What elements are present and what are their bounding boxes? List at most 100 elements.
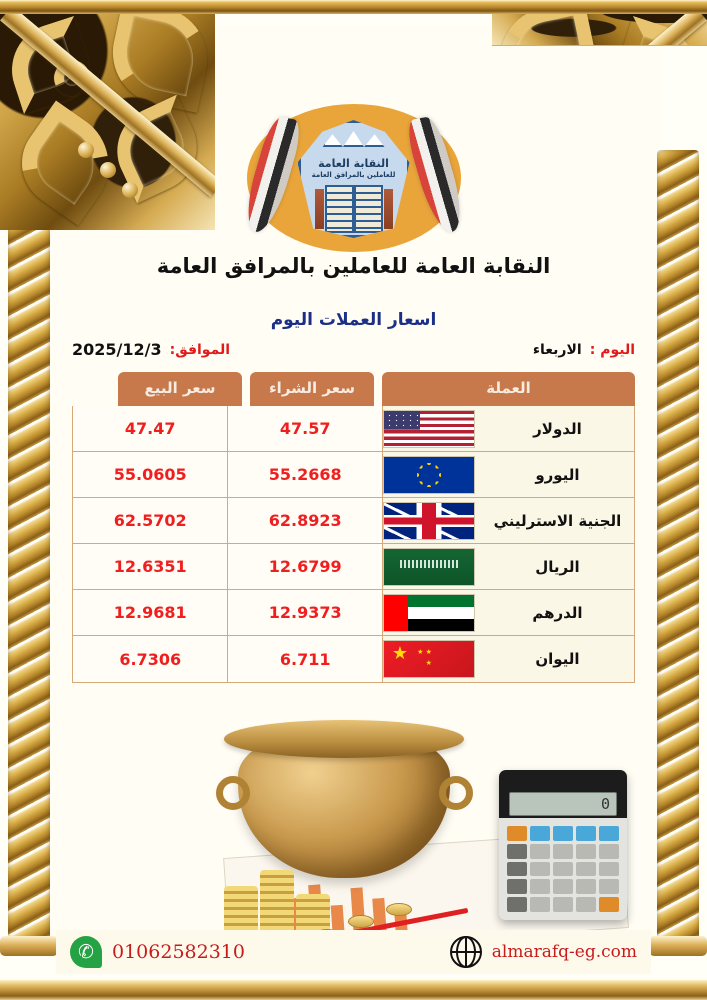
pot-handle-icon xyxy=(439,776,473,810)
gold-coin-icon xyxy=(348,915,374,928)
cell-sell-rate: 12.6351 xyxy=(72,544,228,589)
gold-coins-in-pot xyxy=(236,718,452,752)
table-row: اليورو 55.2668 55.0605 xyxy=(72,452,634,498)
calculator-key xyxy=(553,897,573,912)
cell-sell-rate: 12.9681 xyxy=(72,590,228,635)
dollar-bundles xyxy=(64,824,214,920)
date-label: الموافق: xyxy=(169,341,231,358)
gold-coin-stack xyxy=(260,870,294,936)
calculator-key xyxy=(507,826,527,841)
gold-coin-stack xyxy=(224,886,258,936)
contact-footer: 01062582310 almarafq-eg.com xyxy=(56,930,651,974)
table-body: الدولار 47.57 47.47 اليورو 55.2668 55.0605 الج… xyxy=(72,406,635,683)
currency-name: اليوان xyxy=(535,650,580,668)
frame-bottom-bar xyxy=(0,980,707,1000)
gold-bead-icon xyxy=(78,142,94,158)
flag-ae xyxy=(382,593,475,632)
table-row: الجنية الاسترليني 62.8923 62.5702 xyxy=(72,498,634,544)
flag-us xyxy=(382,409,475,448)
cell-buy-rate: 62.8923 xyxy=(227,498,382,543)
currency-name: الدرهم xyxy=(532,603,583,622)
cell-currency: اليورو xyxy=(381,452,634,497)
calculator-key xyxy=(599,861,619,877)
cell-sell-rate: 6.7306 xyxy=(72,636,228,682)
calculator-key xyxy=(599,826,619,841)
calculator-key xyxy=(507,861,527,877)
whatsapp-contact[interactable]: 01062582310 xyxy=(70,936,245,968)
currency-rates-table: العملة سعر الشراء سعر البيع الدولار 47.57… xyxy=(72,372,635,683)
calculator-key xyxy=(553,879,573,895)
pot-handle-icon xyxy=(216,776,250,810)
calculator-key xyxy=(530,897,550,912)
organization-title: النقابة العامة للعاملين بالمرافق العامة xyxy=(156,254,551,278)
table-row: الدرهم 12.9373 12.9681 xyxy=(72,590,634,636)
crest-line2: للعاملين بالمرافق العامة xyxy=(311,171,396,179)
crest-crown-icon xyxy=(322,131,385,147)
flag-sa xyxy=(382,547,475,586)
crest-line1: النقابة العامة xyxy=(318,157,389,170)
cell-currency: الجنية الاسترليني xyxy=(381,498,634,543)
cell-buy-rate: 12.6799 xyxy=(227,544,382,589)
corner-ornament-top-left xyxy=(0,0,215,230)
globe-icon[interactable] xyxy=(449,936,482,968)
currency-name: الدولار xyxy=(533,419,582,438)
union-logo: النقابة العامة للعاملين بالمرافق العامة xyxy=(238,104,469,252)
website-url: almarafq-eg.com xyxy=(491,942,637,962)
gold-rope-column-left xyxy=(8,150,50,952)
flag-eu xyxy=(382,455,475,494)
day-label: اليوم : xyxy=(589,341,635,358)
day-value: الاربعاء xyxy=(532,341,582,358)
currency-name: اليورو xyxy=(535,465,580,484)
currency-name: الريال xyxy=(535,557,580,576)
calculator-key xyxy=(599,879,619,895)
crest-tower-icon xyxy=(383,189,393,229)
column-header-buy: سعر الشراء xyxy=(250,372,374,406)
table-row: الريال 12.6799 12.6351 xyxy=(72,544,634,590)
whatsapp-icon[interactable] xyxy=(70,936,102,968)
page-subtitle: اسعار العملات اليوم xyxy=(270,310,437,330)
calculator-key xyxy=(553,843,573,859)
calculator-key xyxy=(507,843,527,859)
money-photo-montage: 0 xyxy=(56,706,651,944)
date-bar: اليوم : الاربعاء الموافق: 2025/12/3 xyxy=(72,340,635,359)
pot-rim xyxy=(224,720,464,758)
column-header-currency: العملة xyxy=(382,372,635,406)
currency-name: الجنية الاسترليني xyxy=(493,511,622,530)
calculator: 0 xyxy=(499,770,627,920)
cell-buy-rate: 6.711 xyxy=(227,636,382,682)
cell-currency: اليوان xyxy=(381,636,634,682)
table-row: الدولار 47.57 47.47 xyxy=(72,406,634,452)
column-base-left xyxy=(0,936,58,956)
calculator-keypad xyxy=(507,826,619,912)
cell-buy-rate: 12.9373 xyxy=(227,590,382,635)
cell-sell-rate: 62.5702 xyxy=(72,498,228,543)
cell-currency: الريال xyxy=(381,544,634,589)
calculator-key xyxy=(576,843,596,859)
cell-currency: الدولار xyxy=(381,406,634,451)
calculator-key xyxy=(530,843,550,859)
gold-rope-column-right xyxy=(657,150,699,952)
calculator-key xyxy=(599,897,619,912)
phone-number: 01062582310 xyxy=(112,941,245,963)
calculator-key xyxy=(530,861,550,877)
website-contact[interactable]: almarafq-eg.com xyxy=(449,936,637,968)
calculator-key xyxy=(576,897,596,912)
gold-coin-icon xyxy=(386,903,412,916)
calculator-key xyxy=(576,879,596,895)
frame-top-bar xyxy=(0,0,707,14)
calculator-key xyxy=(576,861,596,877)
cell-sell-rate: 55.0605 xyxy=(72,452,228,497)
calculator-key xyxy=(507,897,527,912)
gold-bead-icon xyxy=(100,162,116,178)
date-value: 2025/12/3 xyxy=(72,340,162,359)
cell-sell-rate: 47.47 xyxy=(72,406,228,451)
gold-bead-icon xyxy=(122,182,138,198)
calculator-key xyxy=(553,826,573,841)
calculator-display: 0 xyxy=(509,792,617,816)
date-group: الموافق: 2025/12/3 xyxy=(72,340,230,359)
column-base-right xyxy=(649,936,707,956)
crest-tower-icon xyxy=(314,189,324,229)
